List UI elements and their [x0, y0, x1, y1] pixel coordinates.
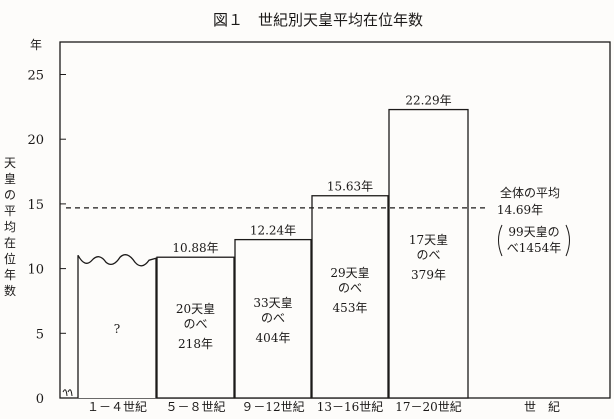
chart-title: 図１ 世紀別天皇平均在位年数	[213, 11, 423, 29]
axis-break-mark	[62, 389, 73, 397]
bar-note-line: 17天皇	[409, 233, 448, 247]
y-axis-label-char: 皇	[4, 172, 16, 186]
average-note-right-paren	[565, 224, 570, 257]
x-axis-tick-labels: １－４世紀 ５－８世紀 ９－12世紀 13－16世紀 17－20世紀	[87, 400, 462, 414]
y-axis-ticks: 0 5 10 15 20 25	[27, 69, 66, 407]
bar-note-line: のべ	[183, 317, 207, 331]
bar-note-line: のべ	[338, 281, 362, 295]
bar-note-line: 453年	[333, 301, 368, 315]
bar	[234, 238, 312, 399]
x-axis-label: 世 紀	[524, 400, 560, 414]
bars: ?10.88年20天皇のべ218年12.24年33天皇のべ404年15.63年2…	[77, 94, 469, 399]
bar-value-label: 10.88年	[172, 241, 218, 255]
y-tick-label: 0	[36, 392, 44, 407]
bar-note-line: 33天皇	[253, 296, 292, 310]
y-tick-label: 25	[27, 69, 44, 84]
y-axis-label-char: 在	[4, 236, 16, 250]
bar	[77, 254, 157, 398]
y-tick-label: 15	[27, 198, 44, 213]
y-axis-label-char: 天	[4, 156, 16, 170]
bar	[311, 195, 389, 399]
bar-note-line: のべ	[416, 248, 440, 262]
y-axis-label-char: 平	[4, 204, 16, 218]
x-tick-label: ５－８世紀	[165, 400, 225, 414]
average-label: 全体の平均	[500, 185, 560, 200]
bar-note-line: 379年	[411, 268, 446, 282]
bar-note-line: ?	[114, 322, 120, 336]
bar-note-line: 29天皇	[330, 266, 369, 280]
bar-note-line: のべ	[261, 311, 285, 325]
bar-note-line: 218年	[178, 337, 213, 351]
average-value-label: 14.69年	[497, 203, 543, 217]
average-note-line: べ1454年	[507, 241, 562, 255]
average-note-line: 99天皇の	[508, 225, 559, 239]
y-tick-label: 20	[27, 133, 44, 148]
bar-value-label: 22.29年	[405, 94, 451, 108]
average-note-left-paren	[498, 224, 503, 257]
y-axis-unit: 年	[30, 38, 42, 52]
x-tick-label: ９－12世紀	[241, 400, 304, 414]
y-axis-label-char: 年	[4, 268, 16, 282]
y-axis-label-char: の	[4, 188, 16, 202]
y-axis-label-char: 数	[4, 283, 16, 298]
bar-note-line: 20天皇	[176, 302, 215, 316]
bar-value-label: 15.63年	[327, 180, 373, 194]
x-tick-label: 17－20世紀	[395, 400, 462, 414]
bar	[156, 256, 235, 399]
bar	[388, 108, 469, 399]
y-tick-label: 10	[27, 263, 44, 278]
bar-value-label: 12.24年	[250, 224, 296, 238]
x-tick-label: 13－16世紀	[317, 400, 384, 414]
y-tick-label: 5	[36, 327, 44, 342]
y-axis-label-char: 位	[4, 251, 16, 266]
y-axis-label-char: 均	[4, 220, 16, 234]
x-tick-label: １－４世紀	[87, 400, 147, 414]
bar-note-line: 404年	[256, 331, 291, 345]
